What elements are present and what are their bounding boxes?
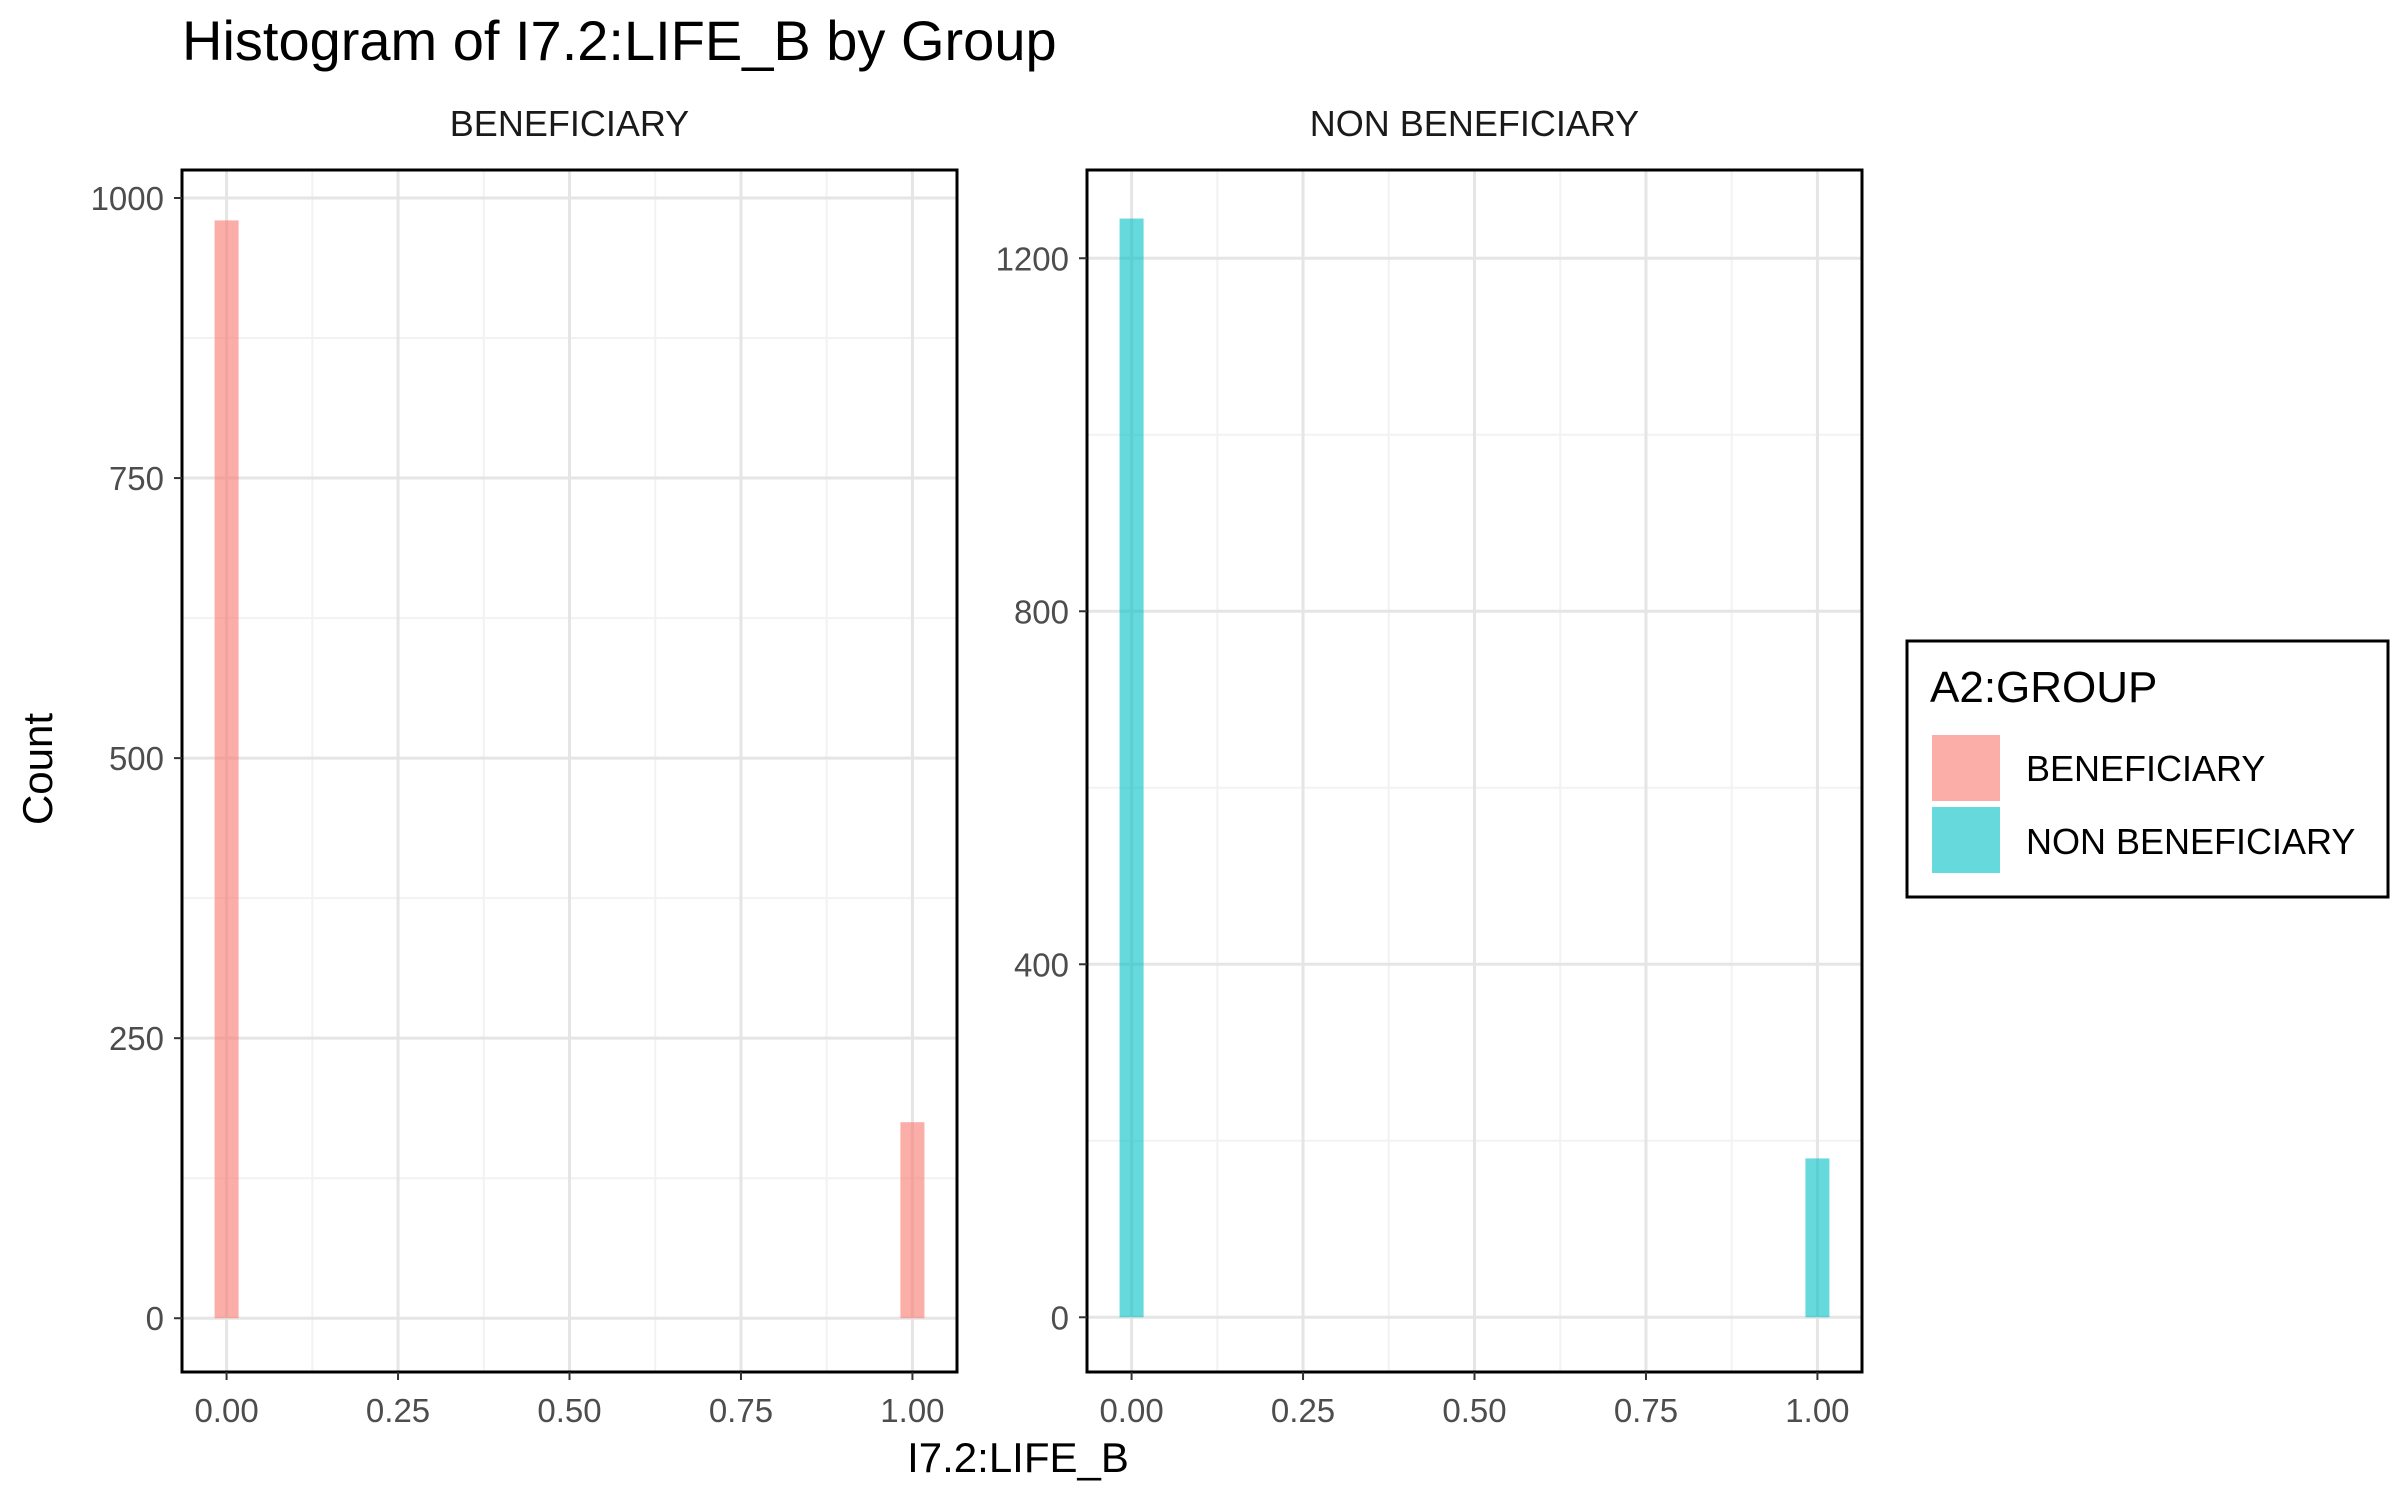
panel-strip-label: BENEFICIARY	[450, 103, 689, 144]
y-tick-label: 0	[1051, 1299, 1069, 1336]
y-tick-label: 250	[109, 1020, 164, 1057]
y-tick-label: 800	[1014, 593, 1069, 630]
x-tick-label: 0.50	[537, 1392, 601, 1429]
x-tick-label: 0.00	[194, 1392, 258, 1429]
x-tick-label: 0.00	[1099, 1392, 1163, 1429]
y-tick-label: 400	[1014, 946, 1069, 983]
legend-title: A2:GROUP	[1930, 663, 2157, 712]
y-tick-label: 1000	[91, 180, 164, 217]
legend-label-beneficiary: BENEFICIARY	[2026, 748, 2265, 789]
histogram-bar	[214, 220, 239, 1319]
histogram-bar	[1119, 218, 1144, 1318]
x-tick-label: 1.00	[880, 1392, 944, 1429]
panel-non-beneficiary: NON BENEFICIARY 0.00 0.25 0.50 0.75 1.00 0 400 8…	[996, 103, 1864, 1429]
legend: A2:GROUP BENEFICIARY NON BENEFICIARY	[1905, 639, 2390, 899]
chart-title: Histogram of I7.2:LIFE_B by Group	[182, 9, 1057, 72]
y-tick-label: 500	[109, 740, 164, 777]
x-tick-label: 1.00	[1785, 1392, 1849, 1429]
x-tick-label: 0.25	[1271, 1392, 1335, 1429]
y-tick-label: 0	[146, 1300, 164, 1337]
legend-key-non-beneficiary	[1932, 807, 2000, 873]
x-tick-label: 0.50	[1442, 1392, 1506, 1429]
x-tick-label: 0.25	[366, 1392, 430, 1429]
histogram-bar	[1805, 1158, 1830, 1318]
legend-label-non-beneficiary: NON BENEFICIARY	[2026, 821, 2355, 862]
x-tick-label: 0.75	[1614, 1392, 1678, 1429]
x-tick-label: 0.75	[709, 1392, 773, 1429]
y-tick-label: 1200	[996, 240, 1069, 277]
y-axis-title: Count	[14, 713, 61, 825]
panel-beneficiary: BENEFICIARY 0.00 0.25 0.50 0.75 1.00 0 250 500 75…	[91, 103, 959, 1429]
legend-key-beneficiary	[1932, 735, 2000, 801]
panel-strip-label: NON BENEFICIARY	[1310, 103, 1639, 144]
y-tick-label: 750	[109, 460, 164, 497]
histogram-bar	[900, 1122, 925, 1319]
x-axis-title: I7.2:LIFE_B	[907, 1434, 1129, 1481]
